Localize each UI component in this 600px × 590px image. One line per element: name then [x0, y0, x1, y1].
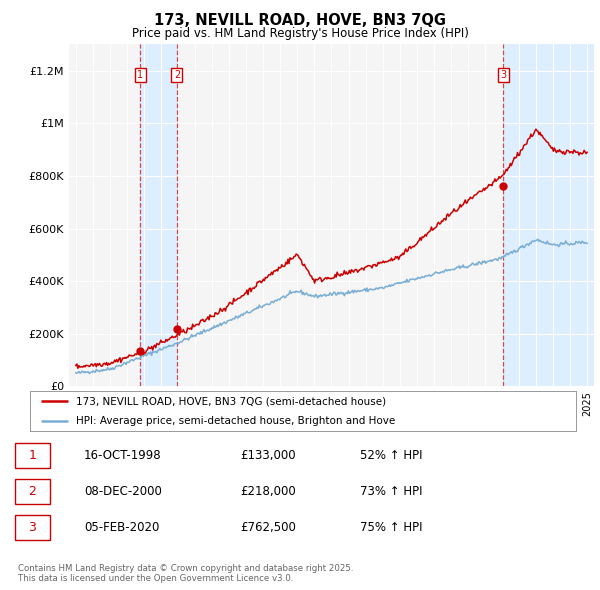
Text: 05-FEB-2020: 05-FEB-2020 [84, 521, 160, 534]
Text: Contains HM Land Registry data © Crown copyright and database right 2025.
This d: Contains HM Land Registry data © Crown c… [18, 563, 353, 583]
Text: 1: 1 [28, 448, 37, 461]
Text: 1: 1 [137, 70, 143, 80]
Text: 52% ↑ HPI: 52% ↑ HPI [360, 448, 422, 461]
FancyBboxPatch shape [15, 515, 50, 540]
Text: 3: 3 [28, 521, 37, 534]
Text: 2: 2 [174, 70, 180, 80]
Text: 08-DEC-2000: 08-DEC-2000 [84, 484, 162, 498]
Text: £133,000: £133,000 [240, 448, 296, 461]
Text: 75% ↑ HPI: 75% ↑ HPI [360, 521, 422, 534]
FancyBboxPatch shape [15, 443, 50, 468]
Text: 3: 3 [500, 70, 506, 80]
Text: 73% ↑ HPI: 73% ↑ HPI [360, 484, 422, 498]
Text: Price paid vs. HM Land Registry's House Price Index (HPI): Price paid vs. HM Land Registry's House … [131, 27, 469, 40]
Text: 173, NEVILL ROAD, HOVE, BN3 7QG: 173, NEVILL ROAD, HOVE, BN3 7QG [154, 13, 446, 28]
Text: £218,000: £218,000 [240, 484, 296, 498]
Text: 2: 2 [28, 484, 37, 498]
Text: 173, NEVILL ROAD, HOVE, BN3 7QG (semi-detached house): 173, NEVILL ROAD, HOVE, BN3 7QG (semi-de… [76, 396, 386, 407]
Text: HPI: Average price, semi-detached house, Brighton and Hove: HPI: Average price, semi-detached house,… [76, 416, 395, 425]
FancyBboxPatch shape [15, 479, 50, 504]
Text: 16-OCT-1998: 16-OCT-1998 [84, 448, 161, 461]
Bar [503, 44, 594, 386]
Text: £762,500: £762,500 [240, 521, 296, 534]
Bar [140, 44, 177, 386]
